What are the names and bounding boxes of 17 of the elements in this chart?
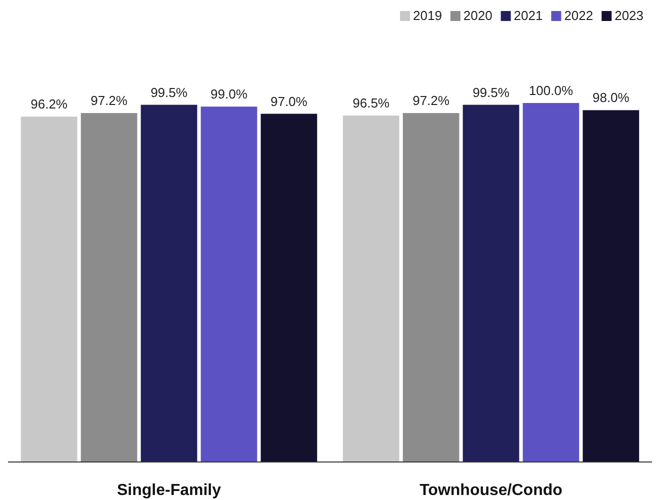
data-label: 99.0%	[210, 86, 248, 102]
data-label: 96.5%	[352, 96, 390, 111]
data-label: 99.5%	[150, 84, 188, 100]
data-label: 97.2%	[90, 93, 128, 108]
legend-label: 2021	[514, 8, 543, 23]
legend-label: 2023	[614, 8, 644, 23]
x-tick-label: Single-Family	[116, 482, 222, 499]
x-tick-label: Townhouse/Condo	[420, 482, 563, 499]
legend-label: 2019	[413, 8, 442, 23]
data-label: 97.2%	[412, 93, 450, 108]
data-label: 97.0%	[270, 94, 308, 109]
data-label: 98.0%	[592, 90, 630, 106]
data-label: 99.5%	[472, 84, 510, 100]
data-label: 100.0%	[528, 83, 574, 98]
data-label: 96.2%	[30, 96, 68, 112]
legend-label: 2022	[564, 8, 594, 23]
legend-label: 2020	[463, 8, 492, 23]
